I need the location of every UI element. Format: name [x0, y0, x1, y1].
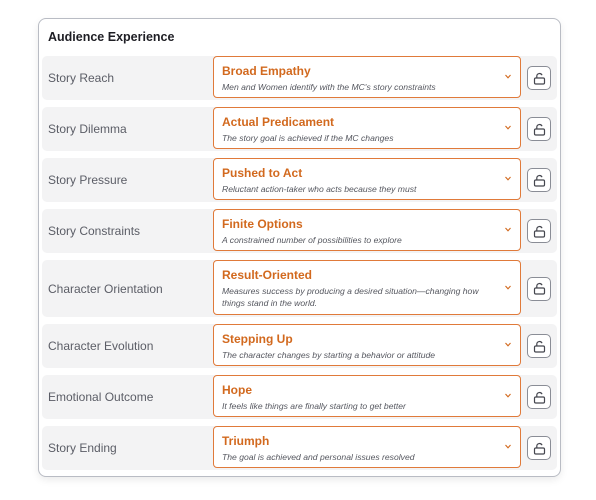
lock-button[interactable]	[527, 117, 551, 141]
lock-button[interactable]	[527, 436, 551, 460]
dropdown-value: Stepping Up	[222, 332, 293, 346]
setting-row: Story Dilemma Actual Predicament The story…	[42, 107, 557, 151]
dropdown-description: A constrained number of possibilities to…	[222, 235, 402, 245]
dropdown[interactable]: Hope It feels like things are finally sta…	[213, 375, 521, 417]
setting-label: Story Constraints	[48, 224, 141, 238]
chevron-icon	[505, 342, 511, 347]
dropdown[interactable]: Finite Options A constrained number of po…	[213, 209, 521, 251]
dropdown-value: Actual Predicament	[222, 115, 335, 129]
setting-label: Character Orientation	[48, 281, 163, 296]
unlock-icon	[533, 391, 545, 404]
lock-button[interactable]	[527, 276, 551, 301]
dropdown-description: Measures success by producing a desired …	[222, 286, 479, 308]
dropdown[interactable]: Actual Predicament The story goal is achi…	[213, 107, 521, 149]
rows: Story Reach Broad Empathy Men and Women id…	[42, 56, 557, 470]
dropdown-description: Reluctant action-taker who acts because …	[222, 184, 417, 194]
unlock-icon	[533, 340, 545, 353]
setting-label: Story Dilemma	[48, 122, 127, 136]
unlock-icon	[533, 174, 545, 187]
dropdown-description: Men and Women identify with the MC's sto…	[222, 82, 436, 92]
dropdown-value: Hope	[222, 383, 252, 397]
chevron-icon	[505, 74, 511, 79]
setting-label: Emotional Outcome	[48, 390, 154, 404]
setting-row: Emotional Outcome Hope It feels like thing…	[42, 375, 557, 419]
chevron-icon	[505, 227, 511, 232]
setting-row: Character Evolution Stepping Up The charac…	[42, 324, 557, 368]
dropdown-value: Finite Options	[222, 217, 303, 231]
chevron-icon	[505, 125, 511, 130]
dropdown[interactable]: Pushed to Act Reluctant action-taker who …	[213, 158, 521, 200]
dropdown-value: Result-Oriented	[222, 268, 313, 282]
unlock-icon	[533, 282, 545, 295]
dropdown-value: Broad Empathy	[222, 64, 311, 78]
setting-label: Character Evolution	[48, 339, 154, 353]
dropdown[interactable]: Triumph The goal is achieved and personal…	[213, 426, 521, 468]
dropdown[interactable]: Stepping Up The character changes by star…	[213, 324, 521, 366]
setting-label: Story Ending	[48, 441, 117, 455]
dropdown[interactable]: Result-Oriented Measures success by produ…	[213, 260, 521, 315]
unlock-icon	[533, 442, 545, 455]
setting-row: Character Orientation Result-Oriented Meas…	[42, 260, 557, 317]
chevron-icon	[505, 176, 511, 181]
chevron-icon	[505, 285, 511, 290]
dropdown-value: Pushed to Act	[222, 166, 303, 180]
dropdown-description: It feels like things are finally startin…	[222, 401, 406, 411]
lock-button[interactable]	[527, 334, 551, 358]
dropdown[interactable]: Broad Empathy Men and Women identify with…	[213, 56, 521, 98]
setting-row: Story Ending Triumph The goal is achieved …	[42, 426, 557, 470]
panel-title: Audience Experience	[48, 30, 175, 44]
setting-row: Story Pressure Pushed to Act Reluctant act…	[42, 158, 557, 202]
unlock-icon	[533, 225, 545, 238]
lock-button[interactable]	[527, 66, 551, 90]
chevron-icon	[505, 393, 511, 398]
setting-label: Story Reach	[48, 71, 115, 85]
dropdown-value: Triumph	[222, 434, 270, 448]
dropdown-description: The goal is achieved and personal issues…	[222, 452, 415, 462]
setting-row: Story Constraints Finite Options A constra…	[42, 209, 557, 253]
setting-row: Story Reach Broad Empathy Men and Women id…	[42, 56, 557, 100]
lock-button[interactable]	[527, 168, 551, 192]
setting-label: Story Pressure	[48, 173, 128, 187]
dropdown-description: The character changes by starting a beha…	[222, 350, 436, 360]
lock-button[interactable]	[527, 219, 551, 243]
unlock-icon	[533, 123, 545, 136]
dropdown-description: The story goal is achieved if the MC cha…	[222, 133, 394, 143]
lock-button[interactable]	[527, 385, 551, 409]
unlock-icon	[533, 72, 545, 85]
panel: Audience Experience Story Reach Broad Emp…	[38, 18, 561, 477]
chevron-icon	[505, 444, 511, 449]
